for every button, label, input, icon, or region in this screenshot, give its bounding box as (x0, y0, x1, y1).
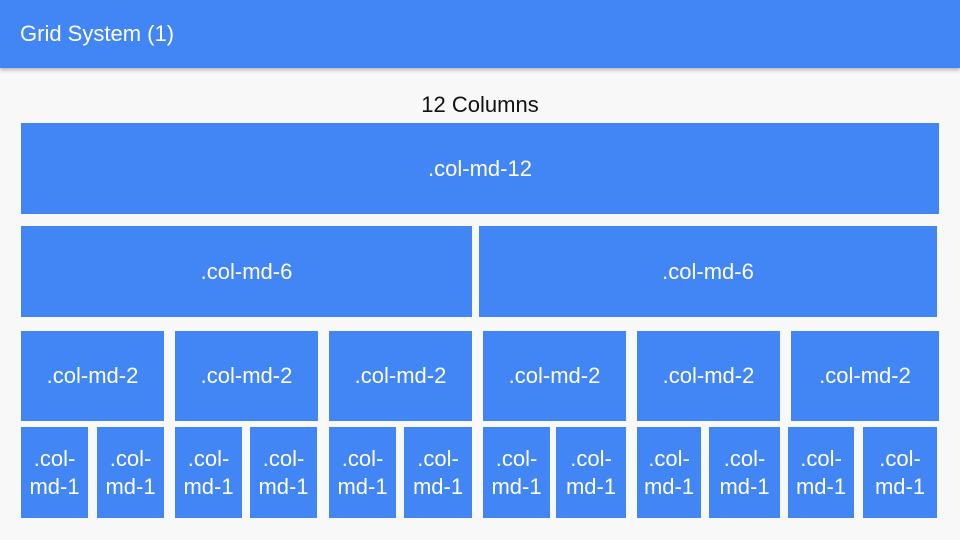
grid-cell-col-md-2: .col-md-2 (175, 331, 318, 421)
grid-cell-label: .col-md-6 (200, 258, 293, 284)
grid-cell-label: .col-md-2 (354, 363, 447, 388)
app-bar: Grid System (1) (0, 0, 960, 68)
grid-cell-label: .col-md-1 (29, 445, 80, 499)
grid-cell-label: .col-md-1 (183, 445, 234, 499)
grid-cell-label: .col-md-2 (508, 363, 601, 388)
grid-cell-col-md-1: .col-md-1 (175, 427, 242, 518)
grid-cell-col-md-1: .col-md-1 (637, 427, 701, 518)
grid-cell-label: .col-md-2 (819, 363, 911, 388)
grid-cell-label: .col-md-1 (337, 445, 388, 499)
grid-cell-label: .col-md-1 (874, 445, 926, 499)
grid-cell-col-md-1: .col-md-1 (788, 427, 854, 518)
grid-cell-col-md-2: .col-md-2 (637, 331, 780, 421)
grid-cell-col-md-1: .col-md-1 (483, 427, 550, 518)
page-title: Grid System (1) (20, 21, 175, 46)
grid-cell-col-md-2: .col-md-2 (483, 331, 626, 421)
grid-cell-col-md-1: .col-md-1 (21, 427, 88, 518)
grid-cell-col-md-12: .col-md-12 (21, 123, 939, 214)
grid-cell-label: .col-md-1 (565, 445, 617, 499)
grid-cell-col-md-2: .col-md-2 (21, 331, 164, 421)
grid-cell-label: .col-md-12 (428, 155, 532, 181)
section-heading: 12 Columns (421, 92, 539, 117)
grid-cell-col-md-1: .col-md-1 (404, 427, 472, 518)
grid-cell-col-md-1: .col-md-1 (863, 427, 937, 518)
grid-cell-label: .col-md-2 (200, 363, 293, 388)
grid-cell-label: .col-md-1 (491, 445, 542, 499)
grid-cell-label: .col-md-6 (662, 258, 754, 284)
grid-cell-label: .col-md-1 (719, 445, 770, 499)
grid-cell-label: .col-md-1 (795, 445, 847, 499)
grid-cell-col-md-1: .col-md-1 (250, 427, 317, 518)
grid-cell-col-md-1: .col-md-1 (709, 427, 780, 518)
grid-cell-col-md-2: .col-md-2 (791, 331, 939, 421)
grid-cell-label: .col-md-1 (258, 445, 309, 499)
grid-cell-col-md-6: .col-md-6 (21, 226, 472, 317)
grid-cell-col-md-1: .col-md-1 (97, 427, 164, 518)
grid-cell-col-md-2: .col-md-2 (329, 331, 472, 421)
grid-cell-label: .col-md-2 (662, 363, 755, 388)
grid-cell-col-md-1: .col-md-1 (556, 427, 626, 518)
grid-cell-col-md-6: .col-md-6 (479, 226, 937, 317)
grid-cell-label: .col-md-1 (105, 445, 156, 499)
grid-cell-label: .col-md-1 (643, 445, 695, 499)
grid-cell-label: .col-md-1 (412, 445, 464, 499)
grid-cell-col-md-1: .col-md-1 (329, 427, 396, 518)
grid-cell-label: .col-md-2 (46, 363, 139, 388)
